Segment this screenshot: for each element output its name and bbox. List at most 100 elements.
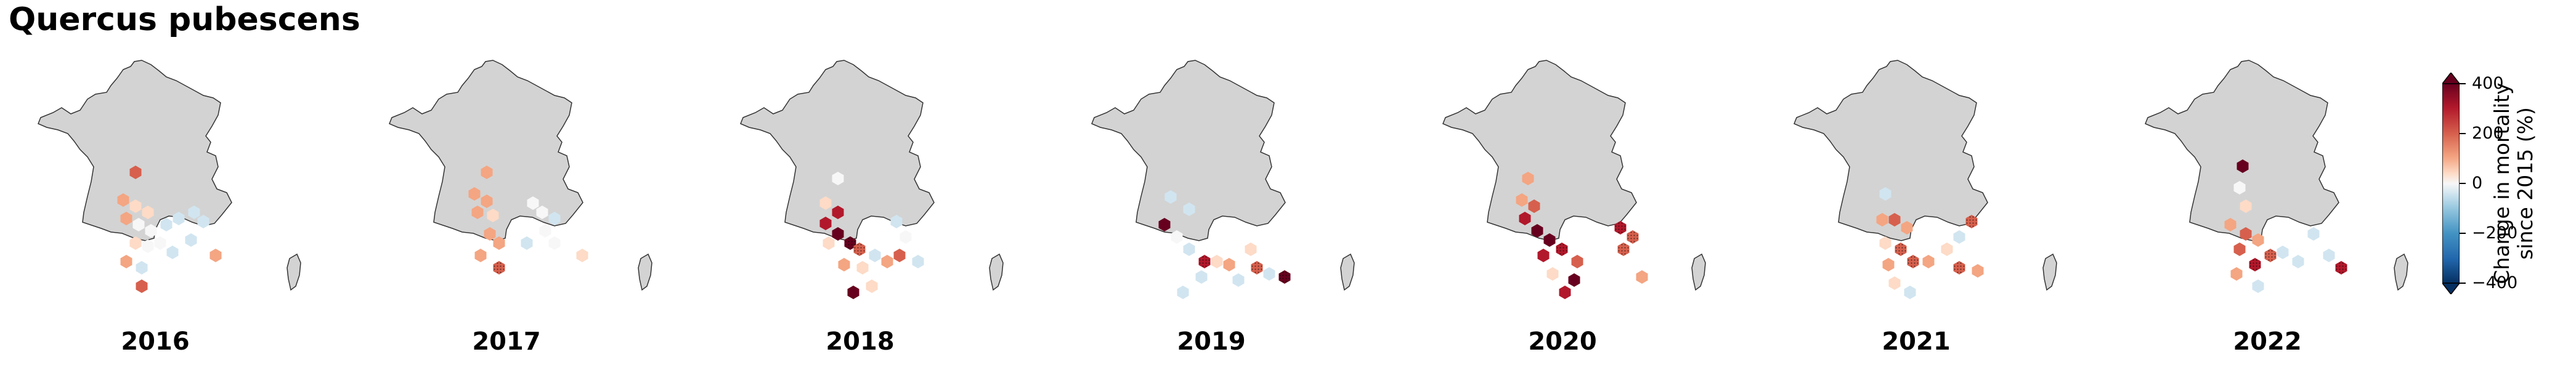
hex-cell: [142, 206, 154, 219]
hex-cell: [1183, 203, 1195, 216]
hex-cell: [1953, 230, 1965, 244]
hex-cell: [1879, 236, 1891, 250]
map-panel-2022: [2126, 58, 2415, 305]
hex-cell: [1636, 270, 1648, 284]
hex-cell: [1528, 199, 1540, 213]
hex-cell: [468, 187, 481, 201]
france-map: [1442, 60, 1706, 299]
hex-cell: [117, 193, 129, 207]
hex-cell: [1901, 221, 1913, 235]
france-map: [2145, 60, 2408, 293]
hex-cell: [1519, 212, 1531, 225]
hex-cell: [481, 195, 493, 208]
hex-cell: [129, 166, 142, 179]
hex-cell: [912, 255, 924, 268]
hex-cell: [548, 212, 561, 225]
hex-cell: [1263, 267, 1275, 281]
france-map: [38, 60, 301, 293]
hex-cell: [145, 224, 157, 238]
hex-cell-significant: [2335, 261, 2347, 275]
colorbar-tickmark: [2460, 283, 2466, 284]
hex-cell-significant: [2249, 258, 2261, 271]
hex-cell: [136, 261, 148, 275]
hex-cell: [847, 286, 859, 299]
hex-cell: [2237, 159, 2249, 173]
hex-cell: [129, 199, 142, 213]
hex-cell: [1537, 249, 1550, 262]
france-mainland: [38, 60, 232, 241]
hex-cell: [2252, 279, 2264, 293]
colorbar-tick-label: −400: [2472, 273, 2518, 292]
hex-cell: [493, 236, 505, 250]
colorbar-tickmark: [2460, 233, 2466, 234]
year-label: 2022: [2233, 327, 2302, 356]
colorbar-tick-label: 0: [2472, 174, 2483, 193]
hex-cell: [2252, 233, 2264, 247]
hex-cell: [2233, 181, 2246, 195]
hex-cell: [1245, 243, 1257, 256]
year-label: 2016: [121, 327, 190, 356]
colorbar-tickmark: [2460, 133, 2466, 134]
hex-cell: [471, 206, 484, 219]
hex-cell: [1531, 224, 1543, 238]
hex-cell-significant: [1953, 261, 1965, 275]
france-mainland: [1091, 60, 1286, 241]
hex-cell: [890, 215, 903, 228]
france-mainland: [2145, 60, 2339, 241]
hex-cell: [487, 209, 499, 222]
hex-cell: [1546, 267, 1559, 281]
map-panel-2021: [1774, 58, 2064, 305]
hex-cell: [2307, 227, 2320, 241]
hex-cell: [527, 196, 539, 210]
hex-cell-significant: [844, 236, 856, 250]
hex-cell: [1211, 255, 1223, 268]
france-mainland: [1442, 60, 1637, 241]
hex-cell: [185, 233, 197, 247]
hex-cell: [2277, 246, 2289, 259]
map-panel-2018: [721, 58, 1010, 305]
hex-cell: [1543, 233, 1556, 247]
hex-cell: [539, 224, 551, 238]
colorbar-label-line1: Change in mortality: [2490, 82, 2514, 284]
hex-cell: [1195, 270, 1208, 284]
hex-cell-significant: [1198, 255, 1211, 268]
hex-cell: [881, 255, 893, 268]
map-panel-2016: [18, 58, 308, 305]
hex-cell-significant: [1278, 270, 1291, 284]
hex-cell: [1922, 255, 1935, 268]
hex-cell: [474, 249, 487, 262]
hex-cell-significant: [1627, 230, 1639, 244]
corsica: [2042, 253, 2057, 291]
hex-cell-significant: [1251, 261, 1263, 275]
hex-cell-significant: [1617, 243, 1630, 256]
hex-cell: [832, 206, 844, 219]
hex-cell: [2240, 199, 2252, 213]
hex-cell-significant: [1895, 243, 1907, 256]
hex-cell: [188, 206, 200, 219]
hex-cell: [856, 261, 869, 275]
hex-cell: [209, 249, 222, 262]
map-panel-2017: [370, 58, 659, 305]
hex-cell: [819, 217, 832, 230]
year-label: 2018: [826, 327, 895, 356]
hex-cell-significant: [1556, 243, 1568, 256]
hex-cell: [1164, 190, 1177, 204]
corsica: [989, 253, 1004, 291]
hex-cell: [1882, 258, 1895, 271]
colorbar-tick-label: 200: [2472, 124, 2504, 143]
france-mainland: [1794, 60, 1988, 241]
year-label: 2019: [1177, 327, 1246, 356]
hex-cell: [1522, 172, 1534, 185]
hex-cell: [869, 249, 881, 262]
hex-cell: [1876, 213, 1888, 227]
hex-cell: [866, 279, 878, 293]
colorbar: [2441, 71, 2461, 295]
corsica: [1340, 253, 1355, 291]
hex-cell-significant: [1965, 215, 1978, 228]
hex-cell: [120, 212, 132, 225]
hex-cell: [1559, 286, 1571, 299]
hex-cell: [521, 236, 533, 250]
hex-cell-significant: [2264, 249, 2277, 262]
hex-cell: [1171, 230, 1183, 244]
hex-cell: [1904, 286, 1916, 299]
